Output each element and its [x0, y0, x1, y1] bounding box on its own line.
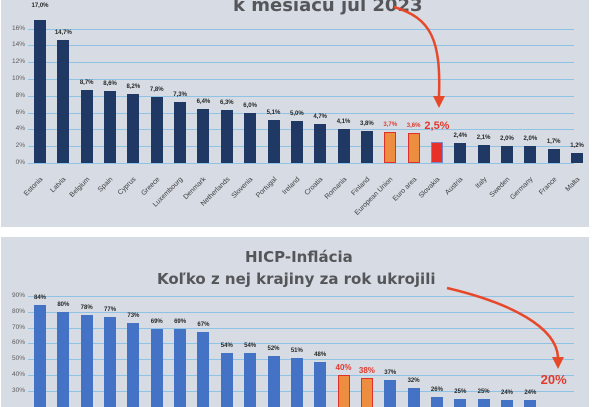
chart-panel-monthly: k mesiacu júl 2023 0%2%4%6%8%10%12%14%16…	[1, 0, 589, 227]
arrow-icon	[1, 0, 589, 227]
chart-panel-yearly: HICP-Inflácia Koľko z nej krajiny za rok…	[1, 237, 589, 407]
arrow-icon	[1, 237, 589, 407]
